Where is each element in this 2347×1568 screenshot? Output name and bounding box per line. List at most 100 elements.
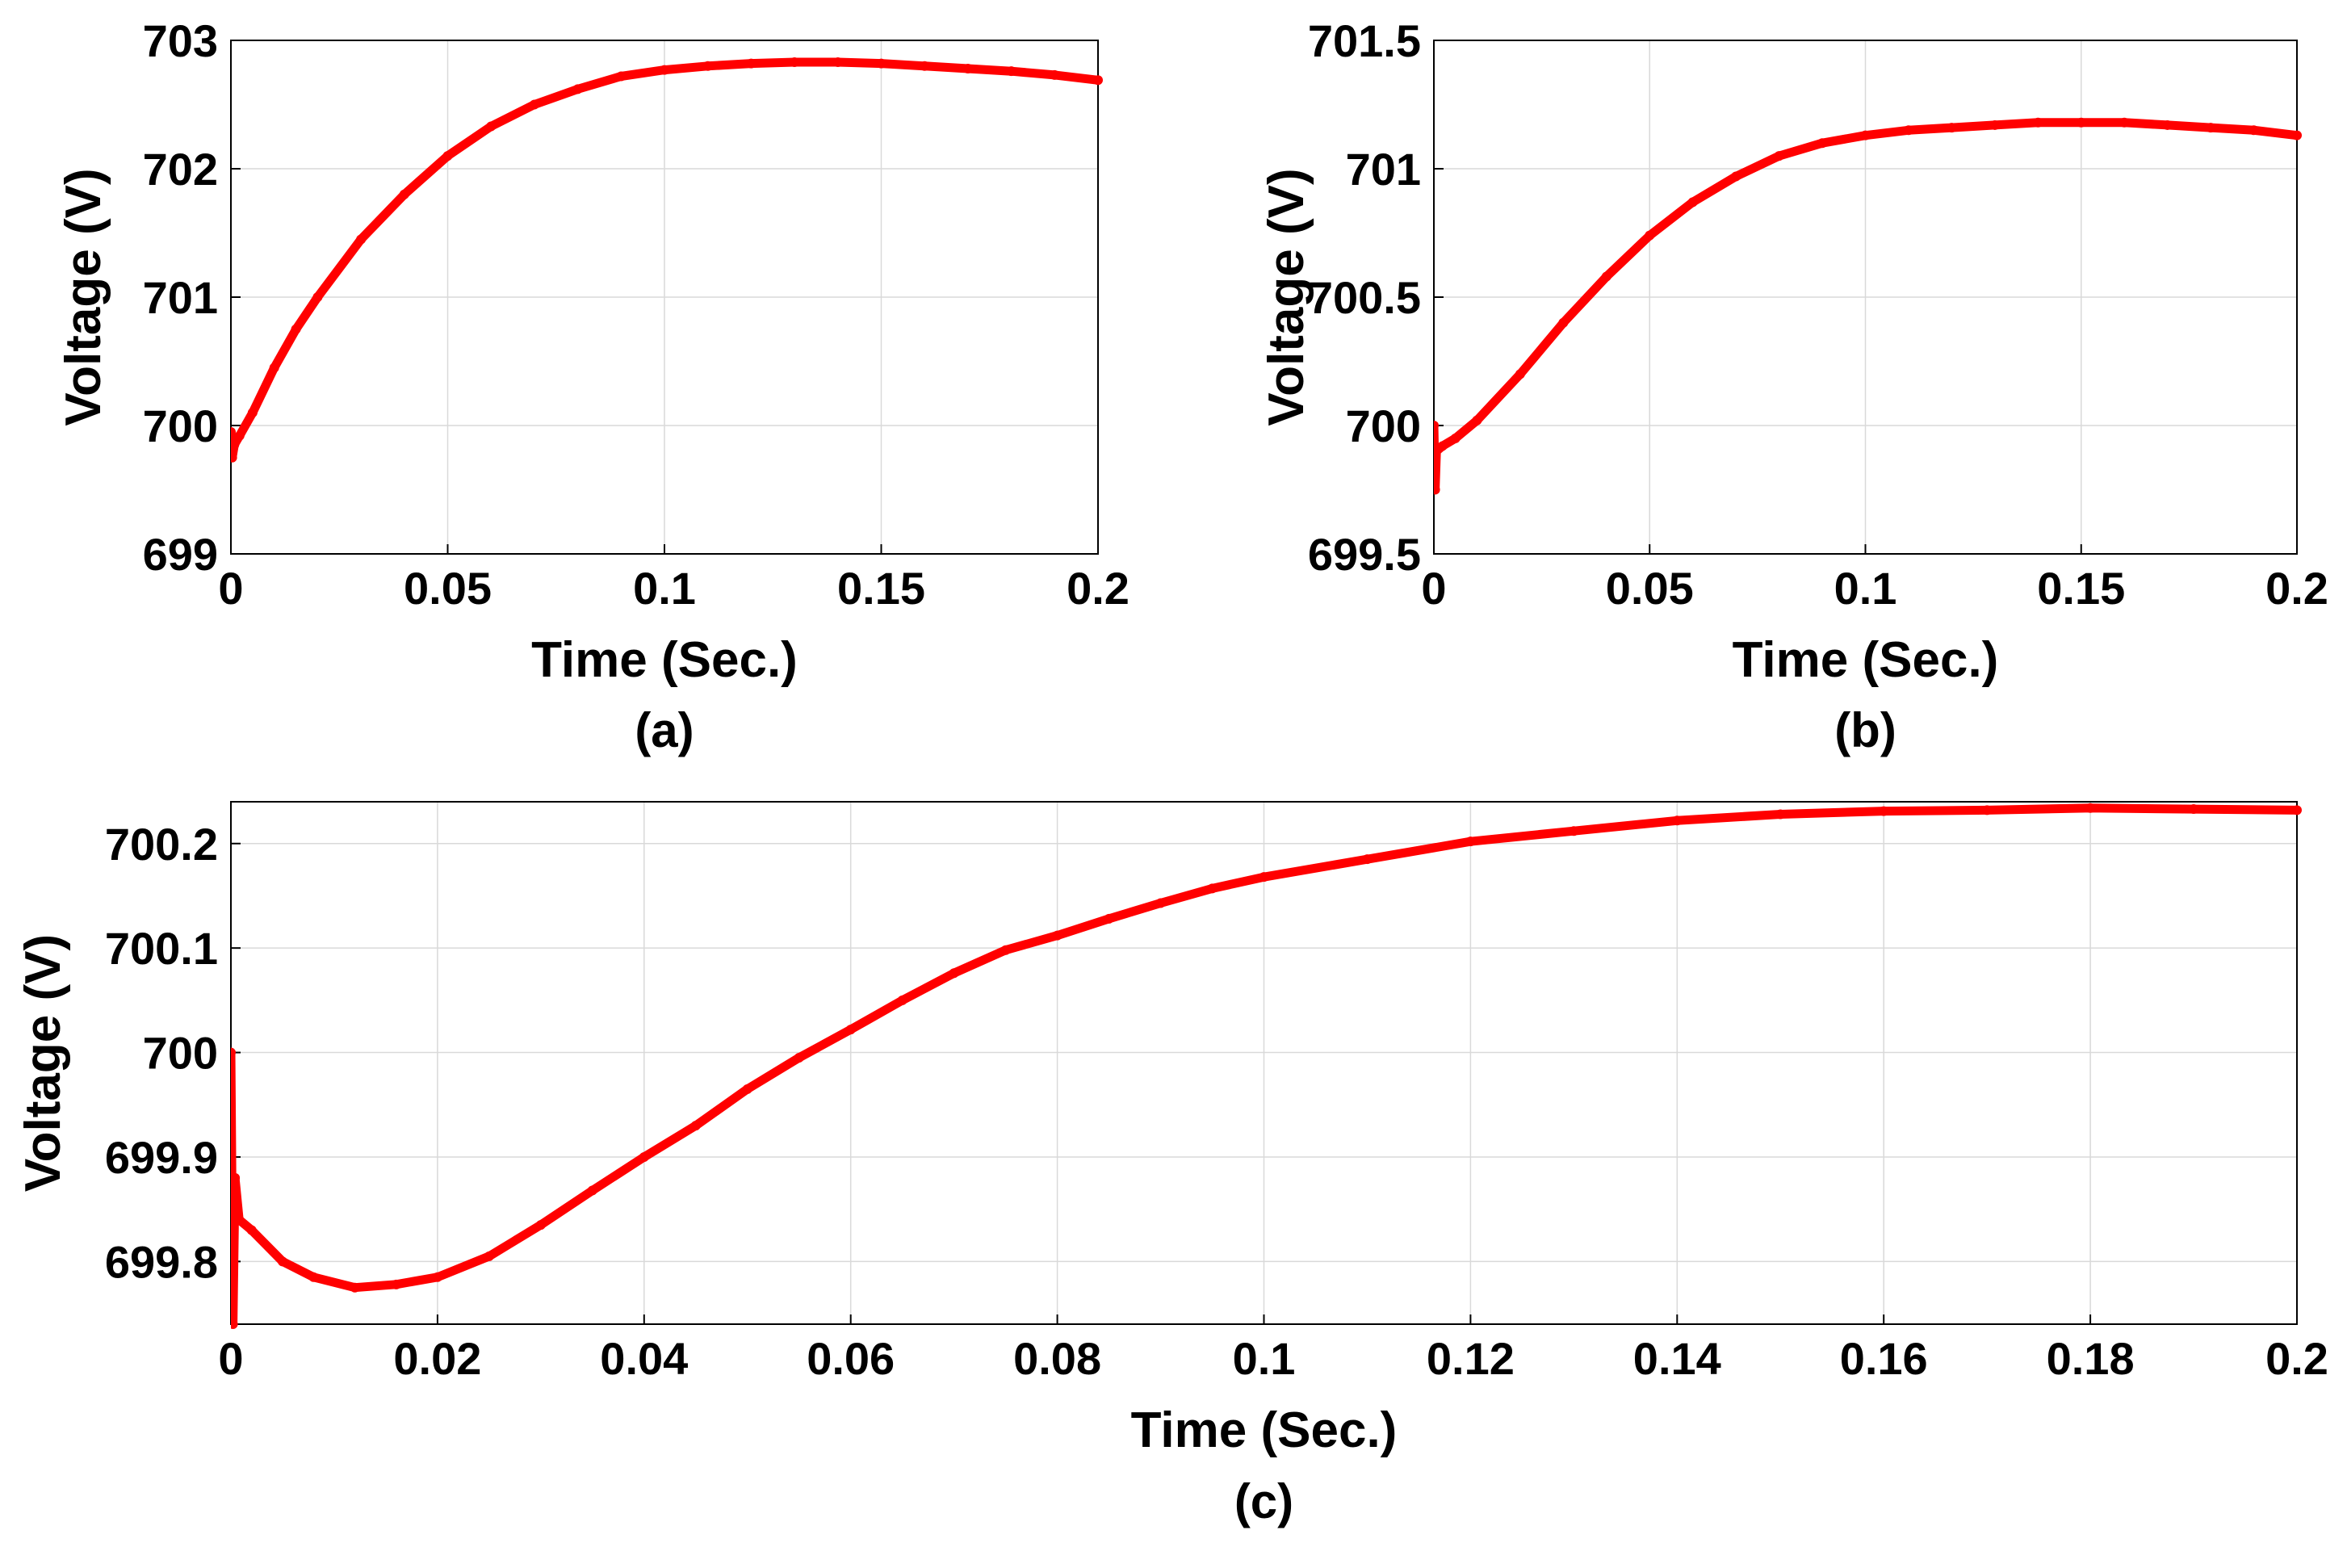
data-point — [1860, 130, 1871, 140]
x-tick-label: 0.1 — [1834, 563, 1897, 614]
data-point — [616, 71, 627, 82]
data-point — [2085, 803, 2096, 813]
data-point — [234, 1214, 245, 1225]
y-tick-label: 700 — [143, 400, 218, 451]
data-point — [2162, 119, 2173, 130]
series-line-voltage — [231, 57, 1103, 463]
chart-panel-b: 0 0.05 0.1 0.15 0.2 699.5 700 700.5 701 701.5 Time… — [1259, 15, 2328, 757]
data-point — [442, 151, 453, 161]
y-tick-label: 700 — [1346, 400, 1421, 451]
data-point — [1050, 69, 1060, 80]
x-tick-label: 0.2 — [2265, 563, 2328, 614]
panel-caption: (c) — [1234, 1474, 1293, 1528]
data-point — [231, 1047, 236, 1058]
data-point — [1434, 484, 1440, 495]
y-tick-label: 701 — [1346, 144, 1421, 195]
x-tick-label: 0.14 — [1633, 1333, 1721, 1384]
x-tick-label: 0.15 — [837, 563, 925, 614]
data-point — [308, 1272, 319, 1282]
data-point — [277, 1256, 287, 1267]
data-point — [1731, 171, 1741, 182]
y-tick-label: 703 — [143, 15, 218, 66]
y-axis-label: Voltage (V) — [56, 168, 111, 426]
x-axis-label: Time (Sec.) — [1733, 632, 1999, 688]
data-point — [1465, 836, 1476, 847]
data-point — [247, 408, 258, 418]
data-point — [2033, 117, 2043, 128]
data-point — [2189, 804, 2199, 815]
x-tick-label: 0.15 — [2037, 563, 2125, 614]
data-point — [1879, 806, 1889, 816]
y-tick-label: 700.2 — [105, 819, 218, 870]
data-point — [1450, 433, 1461, 443]
y-tick-label: 702 — [143, 144, 218, 195]
data-point — [350, 1282, 360, 1293]
data-point — [1472, 415, 1482, 426]
x-tick-label: 0.08 — [1013, 1333, 1101, 1384]
data-point — [1259, 872, 1269, 883]
data-point — [356, 234, 367, 245]
y-axis-label: Voltage (V) — [15, 934, 71, 1192]
y-tick-label: 699.5 — [1308, 529, 1421, 580]
x-tick-label: 0 — [1421, 563, 1446, 614]
data-point — [234, 430, 245, 441]
data-point — [690, 1121, 701, 1131]
data-point — [269, 363, 279, 373]
data-point — [1982, 805, 1993, 815]
data-point — [486, 121, 497, 132]
data-point — [2206, 123, 2216, 133]
data-point — [1601, 271, 1611, 282]
data-point — [1515, 369, 1525, 379]
data-point — [660, 65, 669, 75]
x-tick-label: 0.1 — [633, 563, 696, 614]
data-point — [432, 1272, 442, 1282]
y-tick-label: 700.5 — [1308, 272, 1421, 323]
data-point — [1774, 151, 1784, 161]
x-tick-label: 0.1 — [1233, 1333, 1296, 1384]
data-point — [2249, 125, 2259, 136]
data-point — [1687, 197, 1698, 208]
panel-caption: (a) — [635, 703, 694, 757]
data-point — [529, 99, 539, 110]
chart-panel-a: 0 0.05 0.1 0.15 0.2 699 700 701 702 703 Time (Sec.… — [56, 15, 1129, 757]
panel-caption: (b) — [1834, 703, 1896, 757]
x-tick-label: 0 — [218, 1333, 243, 1384]
y-axis-label: Voltage (V) — [1259, 168, 1314, 426]
data-point — [1434, 421, 1439, 430]
data-point — [742, 1084, 752, 1094]
data-point — [920, 61, 930, 71]
y-tick-label: 701 — [143, 272, 218, 323]
data-point — [845, 1025, 856, 1035]
x-axis-label: Time (Sec.) — [1131, 1402, 1398, 1458]
data-point — [2076, 117, 2086, 128]
data-point — [1672, 815, 1683, 826]
data-point — [312, 292, 323, 302]
data-point — [794, 1053, 804, 1063]
data-point — [1052, 930, 1062, 941]
data-point — [291, 324, 301, 334]
data-point — [535, 1220, 546, 1231]
data-point — [231, 1319, 238, 1329]
data-point — [391, 1279, 401, 1289]
data-point — [1000, 945, 1011, 955]
data-point — [2292, 805, 2302, 815]
data-point — [1947, 123, 1957, 133]
x-tick-label: 0.05 — [404, 563, 492, 614]
x-tick-label: 0.16 — [1840, 1333, 1928, 1384]
series-line-voltage — [231, 803, 2302, 1329]
data-point — [231, 452, 237, 463]
data-point — [1645, 230, 1655, 241]
data-point — [790, 57, 800, 68]
data-point — [639, 1151, 649, 1162]
data-point — [231, 439, 240, 450]
data-point — [572, 84, 583, 94]
y-tick-label: 699.8 — [105, 1236, 218, 1287]
data-point — [2292, 130, 2302, 140]
data-point — [1989, 119, 2000, 130]
x-tick-label: 0.12 — [1427, 1333, 1515, 1384]
x-tick-label: 0.06 — [807, 1333, 895, 1384]
data-point — [1104, 913, 1114, 924]
x-tick-label: 0.2 — [2265, 1333, 2328, 1384]
y-tick-label: 700 — [143, 1028, 218, 1079]
